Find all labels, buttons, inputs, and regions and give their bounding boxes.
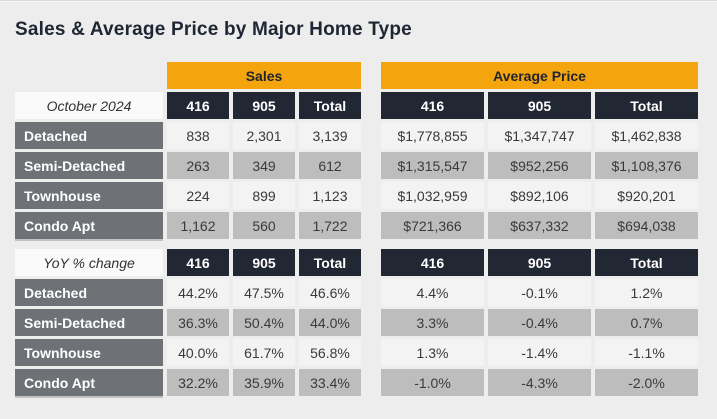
table-cell: 32.2% [167, 369, 229, 396]
table-cell: $637,332 [488, 212, 591, 239]
table-cell: $1,778,855 [381, 122, 484, 149]
table-cell: 263 [167, 152, 229, 179]
table-cell: $721,366 [381, 212, 484, 239]
table-cell: 46.6% [299, 279, 361, 306]
table-cell: -2.0% [595, 369, 698, 396]
table-cell: -4.3% [488, 369, 591, 396]
yoy-change-table: YoY % change 416 905 Total 416 905 Total… [15, 249, 717, 396]
table-cell: 4.4% [381, 279, 484, 306]
table-cell: -1.0% [381, 369, 484, 396]
row-label-detached: Detached [15, 122, 163, 149]
column-spacer [365, 369, 377, 396]
table-cell: $920,201 [595, 182, 698, 209]
col-header-sales-905: 905 [233, 92, 295, 119]
table-cell: 560 [233, 212, 295, 239]
top-divider [0, 0, 717, 2]
row-label-semi-detached: Semi-Detached [15, 309, 163, 336]
table-cell: $1,315,547 [381, 152, 484, 179]
table-cell: 899 [233, 182, 295, 209]
col-header-avg-416: 416 [381, 92, 484, 119]
table-cell: 612 [299, 152, 361, 179]
corner-blank [15, 62, 163, 89]
table-cell: -0.1% [488, 279, 591, 306]
col-header-sales-total: Total [299, 92, 361, 119]
table-cell: 44.2% [167, 279, 229, 306]
row-label-semi-detached: Semi-Detached [15, 152, 163, 179]
table-cell: 3,139 [299, 122, 361, 149]
table-cell: $1,347,747 [488, 122, 591, 149]
col-header-sales-416: 416 [167, 92, 229, 119]
col-header-sales-416: 416 [167, 249, 229, 276]
table-cell: $1,108,376 [595, 152, 698, 179]
table-cell: 1,123 [299, 182, 361, 209]
yoy-label: YoY % change [15, 249, 163, 276]
col-header-avg-total: Total [595, 92, 698, 119]
table-cell: 44.0% [299, 309, 361, 336]
table-cell: 1.2% [595, 279, 698, 306]
table-cell: $1,462,838 [595, 122, 698, 149]
table-cell: $694,038 [595, 212, 698, 239]
column-spacer [365, 62, 377, 89]
table-cell: 50.4% [233, 309, 295, 336]
row-label-condo-apt: Condo Apt [15, 212, 163, 239]
sales-price-table: Sales Average Price October 2024 416 905… [15, 62, 717, 239]
table-cell: $1,032,959 [381, 182, 484, 209]
table-cell: 35.9% [233, 369, 295, 396]
column-spacer [365, 122, 377, 149]
row-label-detached: Detached [15, 279, 163, 306]
table-cell: 47.5% [233, 279, 295, 306]
table-cell: -1.1% [595, 339, 698, 366]
group-header-sales: Sales [167, 62, 361, 89]
column-spacer [365, 249, 377, 276]
page-title: Sales & Average Price by Major Home Type [15, 19, 412, 40]
column-spacer [365, 279, 377, 306]
group-header-average-price: Average Price [381, 62, 698, 89]
table-cell: $952,256 [488, 152, 591, 179]
table-cell: 0.7% [595, 309, 698, 336]
column-spacer [365, 92, 377, 119]
col-header-avg-416: 416 [381, 249, 484, 276]
table-cell: 36.3% [167, 309, 229, 336]
column-spacer [365, 182, 377, 209]
table-cell: 56.8% [299, 339, 361, 366]
table-cell: -1.4% [488, 339, 591, 366]
table-cell: 349 [233, 152, 295, 179]
column-spacer [365, 152, 377, 179]
table-cell: 61.7% [233, 339, 295, 366]
col-header-avg-total: Total [595, 249, 698, 276]
column-spacer [365, 212, 377, 239]
row-label-townhouse: Townhouse [15, 182, 163, 209]
table-cell: 2,301 [233, 122, 295, 149]
col-header-sales-905: 905 [233, 249, 295, 276]
table-cell: 33.4% [299, 369, 361, 396]
column-spacer [365, 339, 377, 366]
period-label: October 2024 [15, 92, 163, 119]
row-label-condo-apt: Condo Apt [15, 369, 163, 396]
table-cell: 224 [167, 182, 229, 209]
col-header-avg-905: 905 [488, 92, 591, 119]
table-cell: 838 [167, 122, 229, 149]
table-cell: 1.3% [381, 339, 484, 366]
table-cell: 1,162 [167, 212, 229, 239]
table-cell: -0.4% [488, 309, 591, 336]
table-cell: 3.3% [381, 309, 484, 336]
table-cell: $892,106 [488, 182, 591, 209]
row-label-townhouse: Townhouse [15, 339, 163, 366]
col-header-avg-905: 905 [488, 249, 591, 276]
col-header-sales-total: Total [299, 249, 361, 276]
table-cell: 40.0% [167, 339, 229, 366]
table-cell: 1,722 [299, 212, 361, 239]
column-spacer [365, 309, 377, 336]
